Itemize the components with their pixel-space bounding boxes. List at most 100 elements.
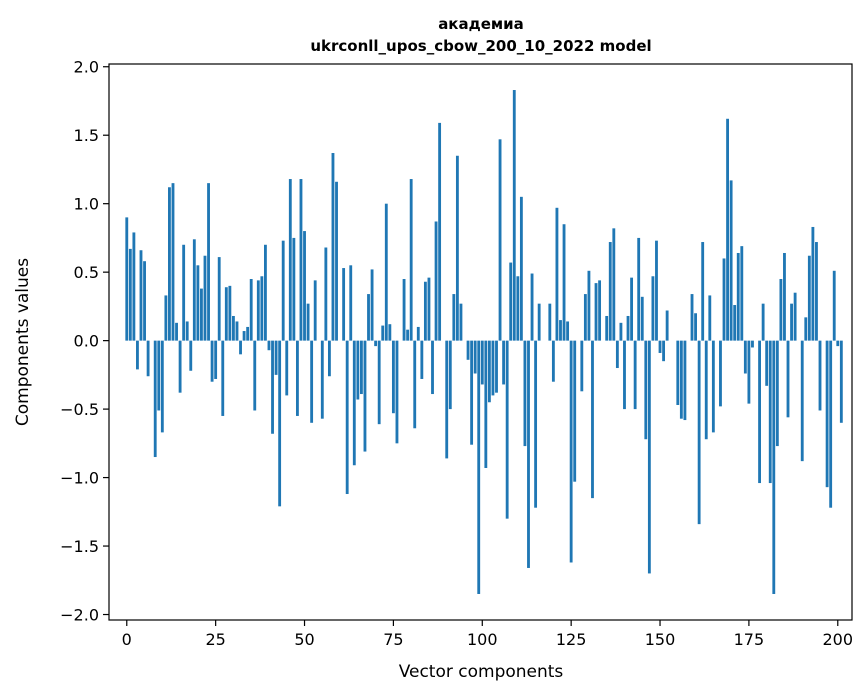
bar-57 bbox=[327, 340, 331, 377]
y-tick-label: 1.0 bbox=[74, 195, 99, 214]
bar-34 bbox=[246, 326, 250, 341]
bar-24 bbox=[210, 340, 214, 382]
bar-75 bbox=[391, 340, 395, 414]
x-tick-label: 50 bbox=[294, 630, 314, 649]
bar-99 bbox=[477, 340, 481, 594]
bar-168 bbox=[722, 258, 726, 341]
bar-184 bbox=[779, 279, 783, 341]
bar-135 bbox=[605, 315, 609, 341]
bar-22 bbox=[203, 255, 207, 341]
bar-97 bbox=[470, 340, 474, 445]
bar-43 bbox=[278, 340, 282, 507]
bar-150 bbox=[658, 340, 662, 353]
y-tick-label: 0.0 bbox=[74, 332, 99, 351]
bar-59 bbox=[335, 181, 338, 341]
bar-159 bbox=[690, 294, 694, 341]
bar-157 bbox=[683, 340, 687, 421]
x-axis-ticks: 0 25 50 75 100 125 150 175 200 bbox=[122, 620, 853, 649]
x-tick-label: 75 bbox=[383, 630, 403, 649]
bar-187 bbox=[790, 303, 793, 341]
bar-32 bbox=[239, 340, 242, 355]
bar-67 bbox=[363, 340, 367, 452]
bar-179 bbox=[761, 303, 765, 341]
bar-62 bbox=[345, 340, 349, 495]
bar-172 bbox=[736, 252, 740, 341]
y-axis-ticks: 2.0 1.5 1.0 0.5 0.0 −0.5 −1.0 −1.5 −2.0 bbox=[60, 58, 109, 625]
bar-13 bbox=[171, 183, 175, 341]
bar-195 bbox=[818, 340, 822, 411]
bar-105 bbox=[498, 139, 502, 341]
bar-20 bbox=[196, 265, 200, 341]
x-tick-label: 175 bbox=[734, 630, 765, 649]
bar-160 bbox=[694, 313, 698, 341]
bar-155 bbox=[676, 340, 680, 405]
bar-176 bbox=[751, 340, 754, 348]
x-tick-label: 100 bbox=[467, 630, 498, 649]
bar-165 bbox=[711, 340, 715, 433]
bar-173 bbox=[740, 246, 744, 341]
bar-80 bbox=[409, 179, 413, 341]
bar-36 bbox=[253, 340, 257, 411]
bar-120 bbox=[551, 340, 555, 382]
bar-35 bbox=[249, 279, 253, 341]
bar-27 bbox=[221, 340, 225, 416]
bar-128 bbox=[580, 340, 584, 392]
bar-78 bbox=[402, 279, 406, 341]
bar-161 bbox=[697, 340, 701, 525]
bar-107 bbox=[505, 340, 509, 519]
bar-190 bbox=[800, 340, 804, 462]
bar-12 bbox=[168, 187, 171, 341]
bar-52 bbox=[310, 340, 314, 423]
bar-14 bbox=[175, 322, 178, 341]
bar-15 bbox=[178, 340, 182, 393]
y-tick-label: −2.0 bbox=[60, 606, 99, 625]
bar-114 bbox=[530, 273, 534, 341]
bar-58 bbox=[331, 153, 335, 341]
bar-188 bbox=[793, 292, 797, 341]
bar-103 bbox=[491, 340, 495, 396]
bar-136 bbox=[608, 242, 612, 341]
plot-area-frame bbox=[108, 63, 853, 621]
bar-25 bbox=[214, 340, 218, 379]
bar-194 bbox=[815, 242, 818, 341]
bar-123 bbox=[562, 224, 566, 341]
bar-191 bbox=[804, 317, 808, 341]
bar-201 bbox=[839, 340, 843, 423]
bar-169 bbox=[726, 118, 729, 341]
bar-68 bbox=[367, 294, 370, 341]
bar-44 bbox=[281, 240, 285, 341]
bar-48 bbox=[295, 340, 299, 416]
bar-122 bbox=[559, 320, 562, 341]
bar-50 bbox=[303, 231, 306, 341]
bar-42 bbox=[274, 340, 278, 375]
bar-144 bbox=[637, 237, 641, 341]
bar-3 bbox=[136, 340, 139, 370]
bar-38 bbox=[260, 276, 264, 341]
bar-53 bbox=[313, 280, 317, 341]
bar-116 bbox=[537, 303, 541, 341]
x-tick-label: 0 bbox=[122, 630, 132, 649]
bar-1 bbox=[128, 248, 132, 341]
y-tick-label: 2.0 bbox=[74, 58, 99, 77]
bar-98 bbox=[473, 340, 477, 374]
bar-29 bbox=[228, 285, 232, 341]
bar-26 bbox=[217, 257, 221, 341]
x-tick-label: 125 bbox=[556, 630, 587, 649]
x-tick-label: 150 bbox=[645, 630, 676, 649]
bar-93 bbox=[455, 155, 459, 341]
bar-37 bbox=[256, 280, 260, 341]
bar-130 bbox=[587, 270, 591, 341]
bar-85 bbox=[427, 277, 431, 341]
bar-145 bbox=[640, 296, 644, 341]
bar-152 bbox=[665, 310, 669, 341]
bar-198 bbox=[829, 340, 833, 508]
bar-66 bbox=[359, 340, 363, 395]
bar-49 bbox=[299, 179, 303, 341]
bar-108 bbox=[509, 262, 513, 341]
bar-55 bbox=[320, 340, 324, 419]
bar-69 bbox=[370, 269, 374, 341]
y-axis-label: Components values bbox=[13, 258, 33, 426]
bar-18 bbox=[189, 340, 193, 371]
bar-51 bbox=[306, 303, 310, 341]
bar-28 bbox=[224, 287, 228, 341]
